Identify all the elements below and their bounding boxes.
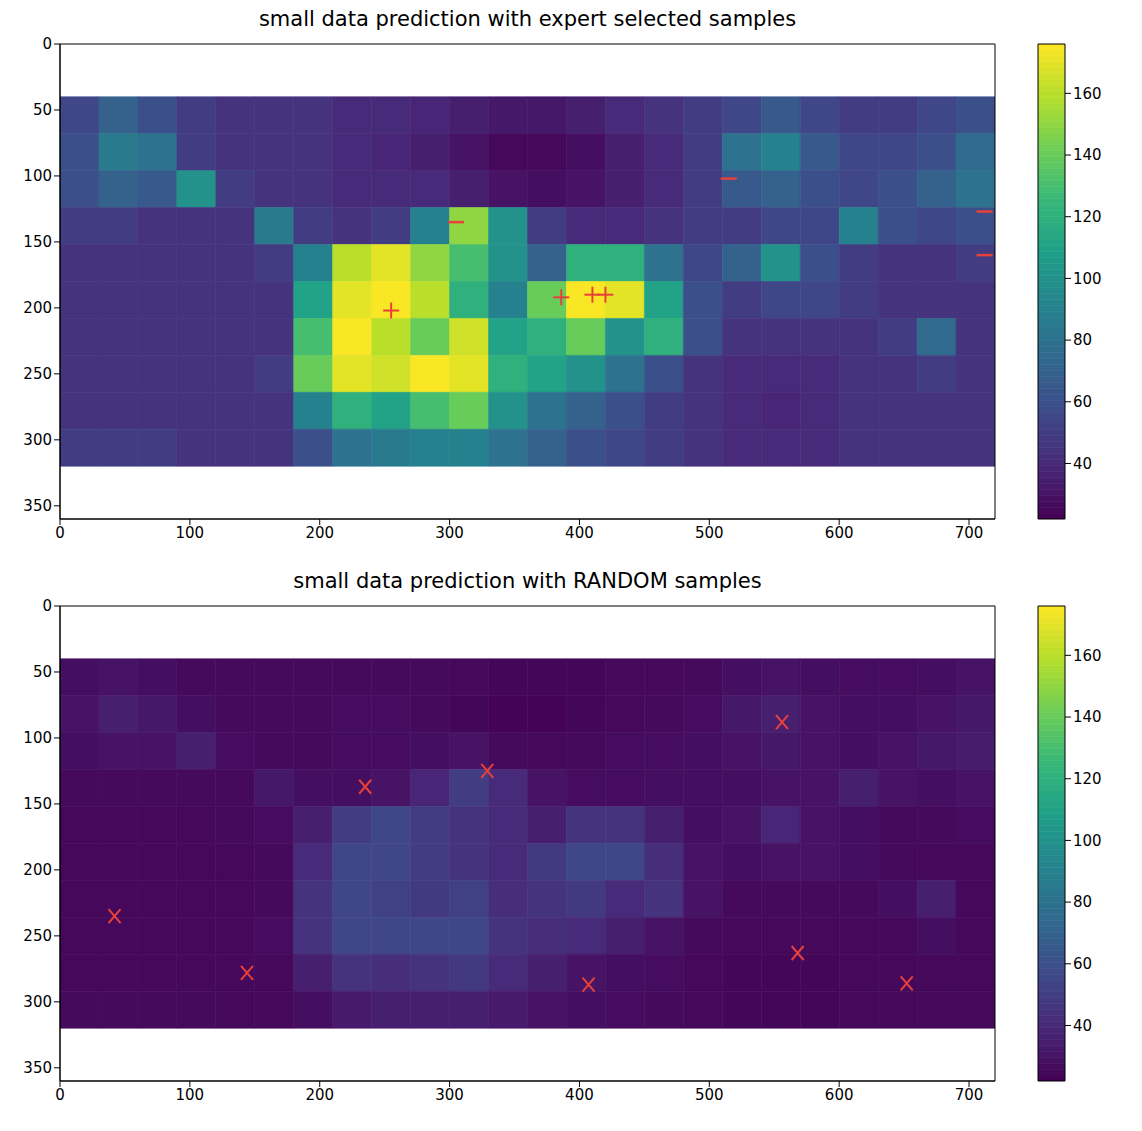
svg-text:300: 300 [23,993,52,1011]
svg-text:250: 250 [23,927,52,945]
svg-text:40: 40 [1073,455,1092,473]
svg-text:300: 300 [435,524,464,542]
svg-text:400: 400 [565,524,594,542]
svg-text:200: 200 [23,861,52,879]
svg-text:300: 300 [435,1086,464,1104]
svg-text:200: 200 [305,524,334,542]
svg-text:0: 0 [55,1086,65,1104]
svg-text:600: 600 [825,1086,854,1104]
html-text:small data prediction with exp: small data prediction with expert select… [258,7,797,31]
svg-text:0: 0 [42,597,52,615]
svg-text:700: 700 [955,524,984,542]
svg-text:0: 0 [55,524,65,542]
svg-text:700: 700 [955,1086,984,1104]
svg-text:100: 100 [176,1086,205,1104]
svg-text:200: 200 [305,1086,334,1104]
svg-text:300: 300 [23,431,52,449]
svg-text:400: 400 [565,1086,594,1104]
svg-text:100: 100 [176,524,205,542]
svg-text:0: 0 [42,35,52,53]
svg-text:140: 140 [1073,146,1102,164]
svg-text:250: 250 [23,365,52,383]
svg-text:50: 50 [33,663,52,681]
svg-text:150: 150 [23,233,52,251]
svg-text:500: 500 [695,524,724,542]
svg-text:100: 100 [1073,832,1102,850]
svg-text:500: 500 [695,1086,724,1104]
svg-text:160: 160 [1073,85,1102,103]
svg-text:350: 350 [23,1059,52,1077]
svg-text:50: 50 [33,101,52,119]
svg-text:120: 120 [1073,208,1102,226]
svg-text:140: 140 [1073,708,1102,726]
svg-text:150: 150 [23,795,52,813]
svg-text:120: 120 [1073,770,1102,788]
svg-text:100: 100 [1073,270,1102,288]
html-text:small data prediction with RAN: small data prediction with RANDOM sample… [293,569,762,593]
svg-text:40: 40 [1073,1017,1092,1035]
svg-text:200: 200 [23,299,52,317]
svg-text:80: 80 [1073,331,1092,349]
svg-text:600: 600 [825,524,854,542]
svg-text:100: 100 [23,729,52,747]
svg-text:60: 60 [1073,955,1092,973]
svg-text:350: 350 [23,497,52,515]
svg-text:160: 160 [1073,647,1102,665]
svg-text:60: 60 [1073,393,1092,411]
svg-text:100: 100 [23,167,52,185]
svg-text:80: 80 [1073,893,1092,911]
